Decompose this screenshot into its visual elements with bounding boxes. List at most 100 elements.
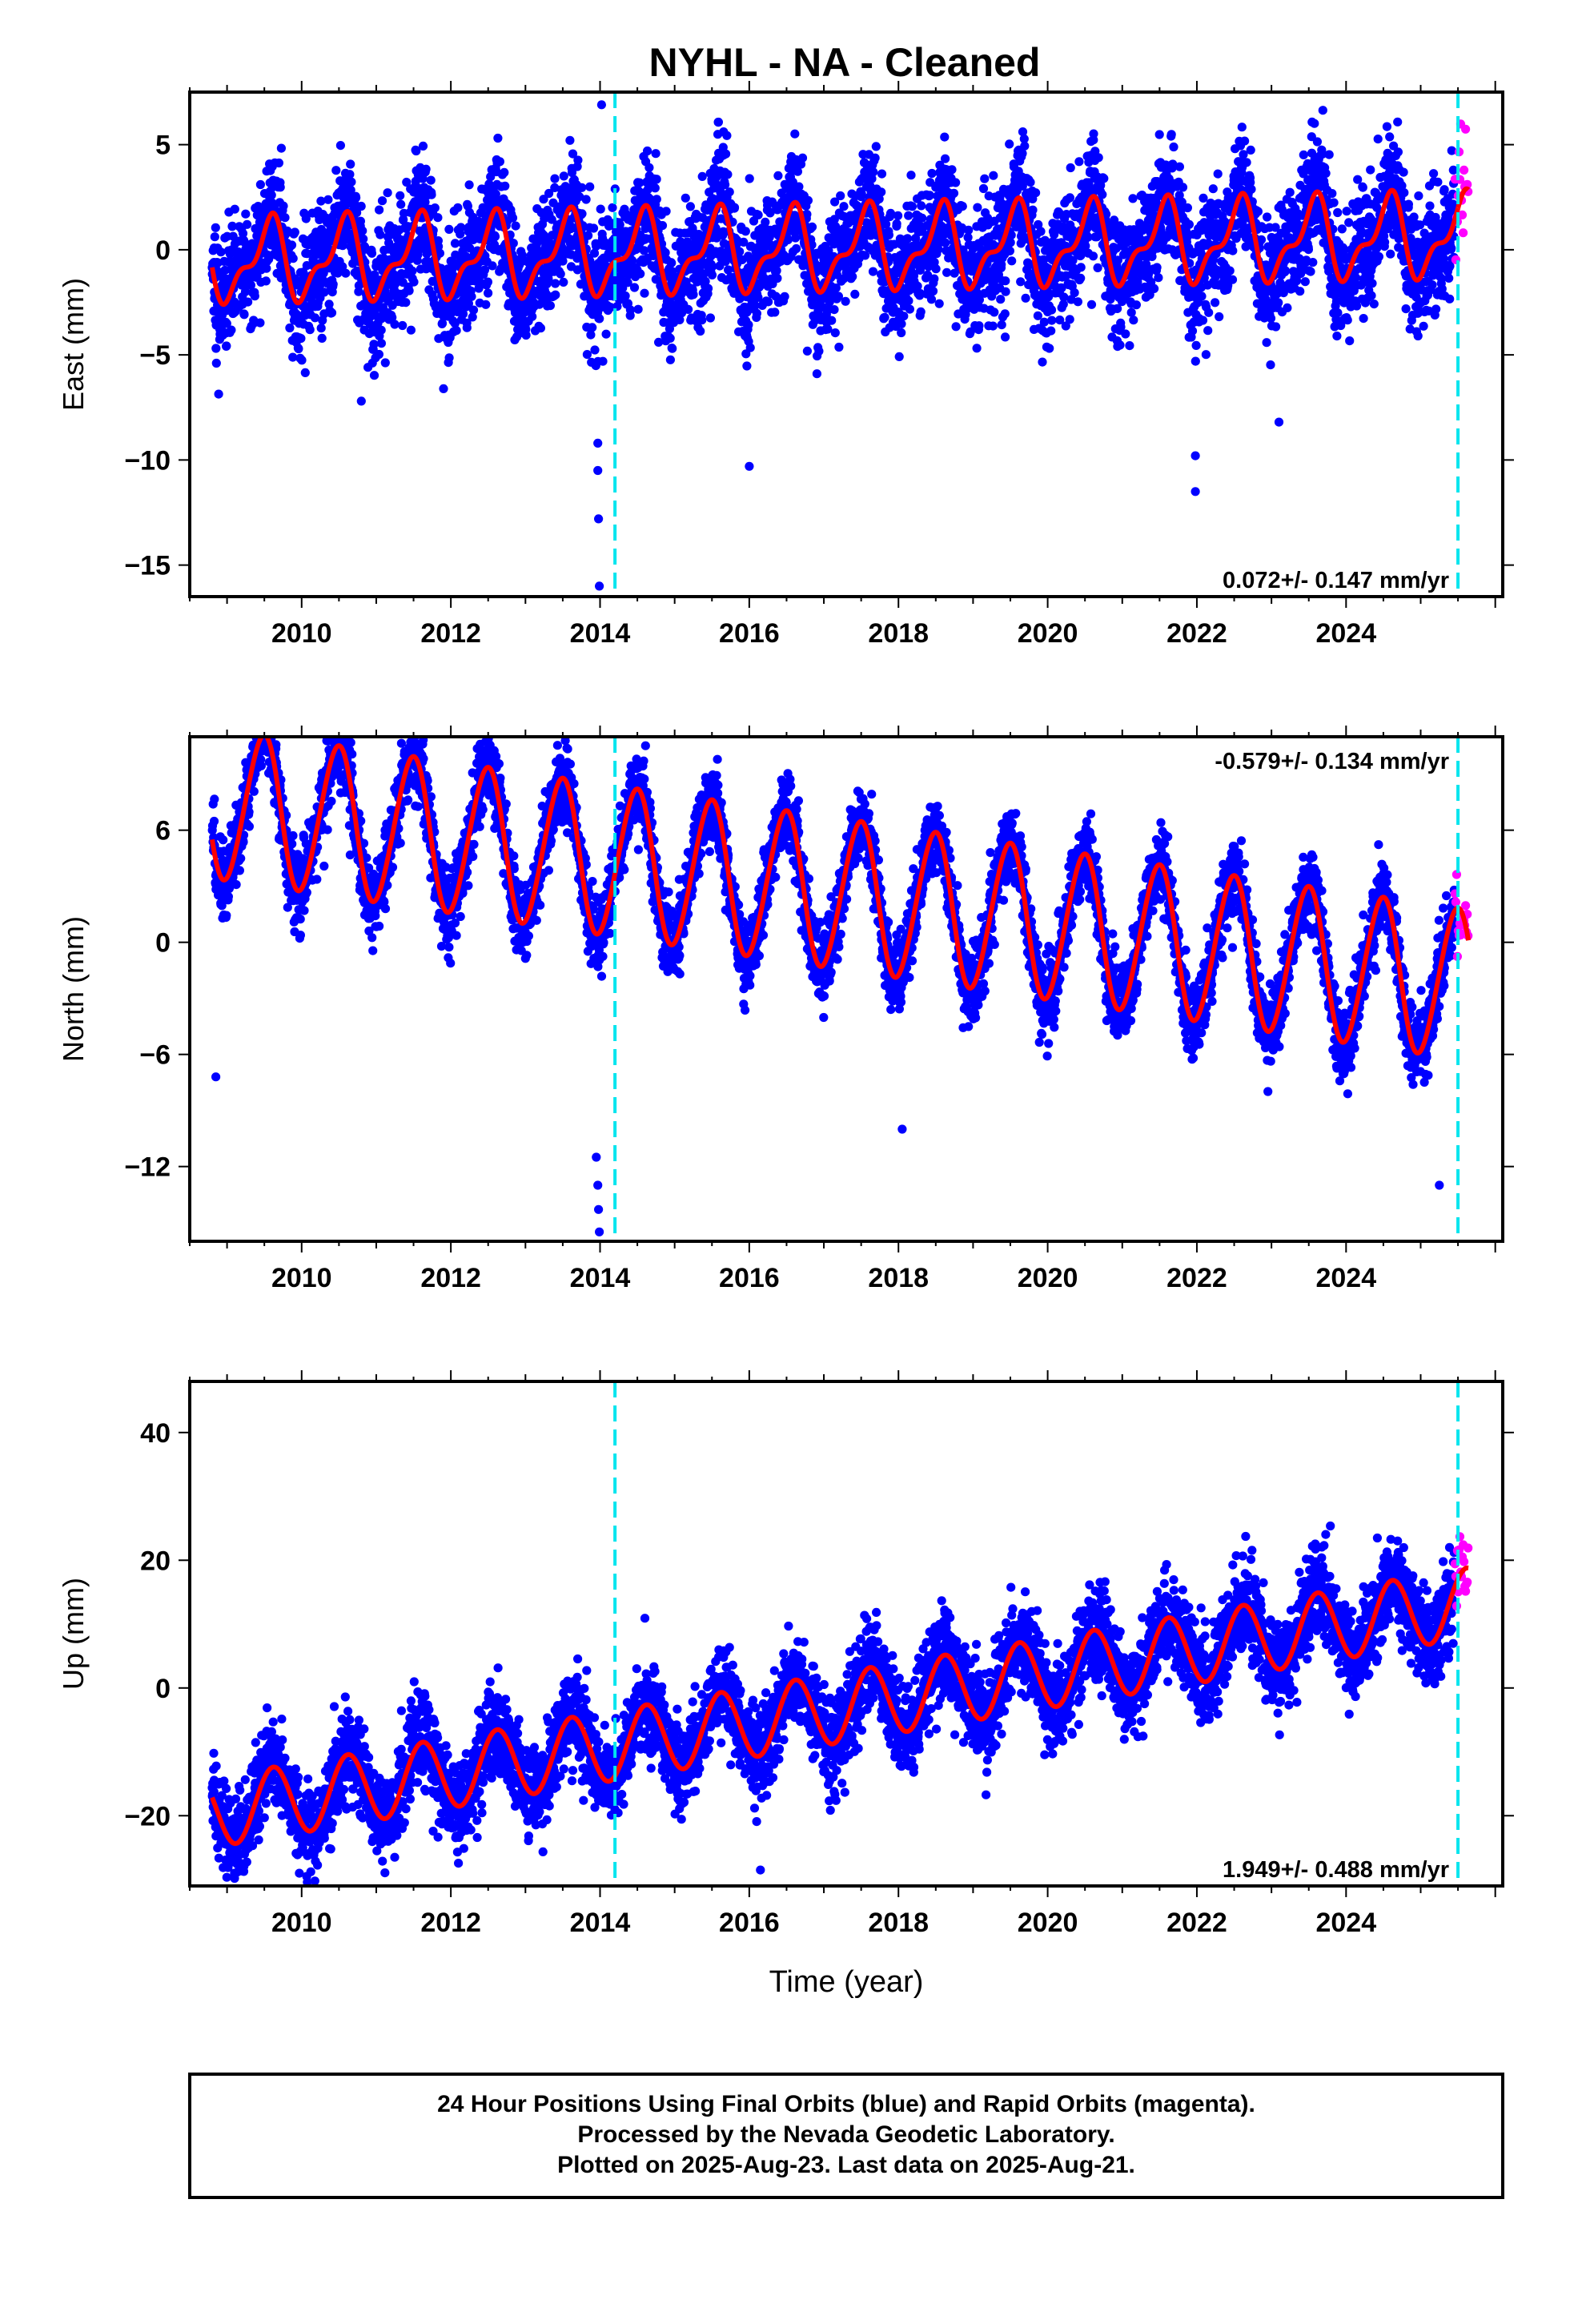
data-point (1262, 338, 1271, 348)
data-point (833, 292, 843, 301)
data-point (1174, 162, 1184, 171)
data-point (928, 286, 938, 296)
data-point (893, 211, 903, 220)
data-point (839, 202, 849, 211)
data-point (274, 158, 283, 168)
data-point (528, 312, 537, 321)
east-final-orbit-points (207, 100, 1459, 591)
data-point (870, 153, 880, 163)
data-point (620, 291, 630, 301)
data-point (375, 230, 385, 239)
data-point (721, 149, 731, 159)
east-plot-area (207, 92, 1473, 597)
data-point (547, 215, 556, 224)
data-point (586, 330, 596, 340)
data-point (1121, 329, 1130, 339)
data-point (484, 288, 493, 298)
data-point (404, 286, 414, 296)
data-point (216, 247, 226, 257)
data-point (904, 211, 913, 220)
data-point (884, 230, 893, 239)
data-point (1098, 190, 1107, 199)
data-point (871, 142, 881, 151)
data-point (1227, 275, 1238, 284)
data-point (456, 223, 466, 232)
data-point (972, 344, 982, 353)
data-point (897, 319, 906, 328)
data-point (685, 202, 696, 211)
data-point (803, 195, 813, 205)
data-point (380, 358, 390, 368)
data-point (495, 157, 505, 167)
data-point (823, 324, 833, 334)
data-point (643, 146, 652, 156)
data-point (904, 296, 913, 306)
data-point (584, 231, 593, 240)
data-point (830, 197, 840, 207)
data-point (824, 246, 833, 255)
data-point (841, 296, 850, 306)
data-point (1076, 263, 1086, 272)
data-point (1099, 174, 1109, 183)
data-point (708, 262, 717, 271)
data-point (652, 195, 661, 204)
data-point (241, 209, 251, 219)
data-point (1281, 266, 1291, 275)
data-point (1131, 300, 1141, 310)
data-point (585, 182, 595, 191)
data-point (791, 233, 801, 243)
data-point (1001, 332, 1010, 342)
data-point (974, 295, 984, 304)
data-point (745, 343, 755, 352)
data-point (367, 248, 377, 258)
data-point (303, 249, 312, 259)
data-point (814, 346, 824, 356)
data-point (300, 368, 310, 377)
data-point (550, 183, 560, 192)
data-point (697, 316, 707, 325)
data-point (456, 229, 465, 239)
data-point (1247, 184, 1256, 194)
data-point (913, 281, 922, 291)
data-point (773, 171, 783, 180)
data-point (556, 269, 565, 279)
data-point (1187, 326, 1198, 336)
data-point (435, 248, 445, 258)
data-point (1006, 238, 1015, 247)
data-point (1203, 326, 1213, 336)
data-point (377, 196, 387, 206)
data-point (951, 322, 961, 332)
data-point (1225, 266, 1235, 275)
data-point (652, 175, 661, 184)
east-panel: 2010 2012 2014 2016 2018 2020 2022 202450−5−10−… (57, 81, 1514, 649)
data-point (1213, 169, 1223, 179)
data-point (316, 196, 326, 206)
data-point (483, 277, 493, 287)
data-point (1026, 178, 1035, 187)
data-point (567, 167, 577, 178)
data-point (1045, 344, 1054, 353)
data-point (227, 221, 237, 231)
data-point (729, 203, 740, 212)
data-point (1094, 153, 1103, 163)
data-point (1065, 193, 1074, 203)
data-point (697, 171, 707, 181)
data-point (627, 255, 637, 265)
data-point (317, 333, 327, 343)
data-point (275, 183, 285, 192)
data-point (974, 321, 984, 331)
data-point (346, 159, 355, 169)
data-point (408, 266, 417, 275)
data-point (684, 304, 693, 314)
data-point (1208, 184, 1218, 194)
data-point (230, 204, 239, 214)
data-point (830, 328, 840, 338)
data-point (468, 305, 479, 315)
data-point (1166, 130, 1176, 139)
data-point (741, 227, 750, 236)
data-point (696, 326, 705, 336)
data-point (836, 191, 845, 201)
data-point (369, 340, 379, 349)
data-point (941, 238, 950, 247)
data-point (1038, 357, 1047, 367)
